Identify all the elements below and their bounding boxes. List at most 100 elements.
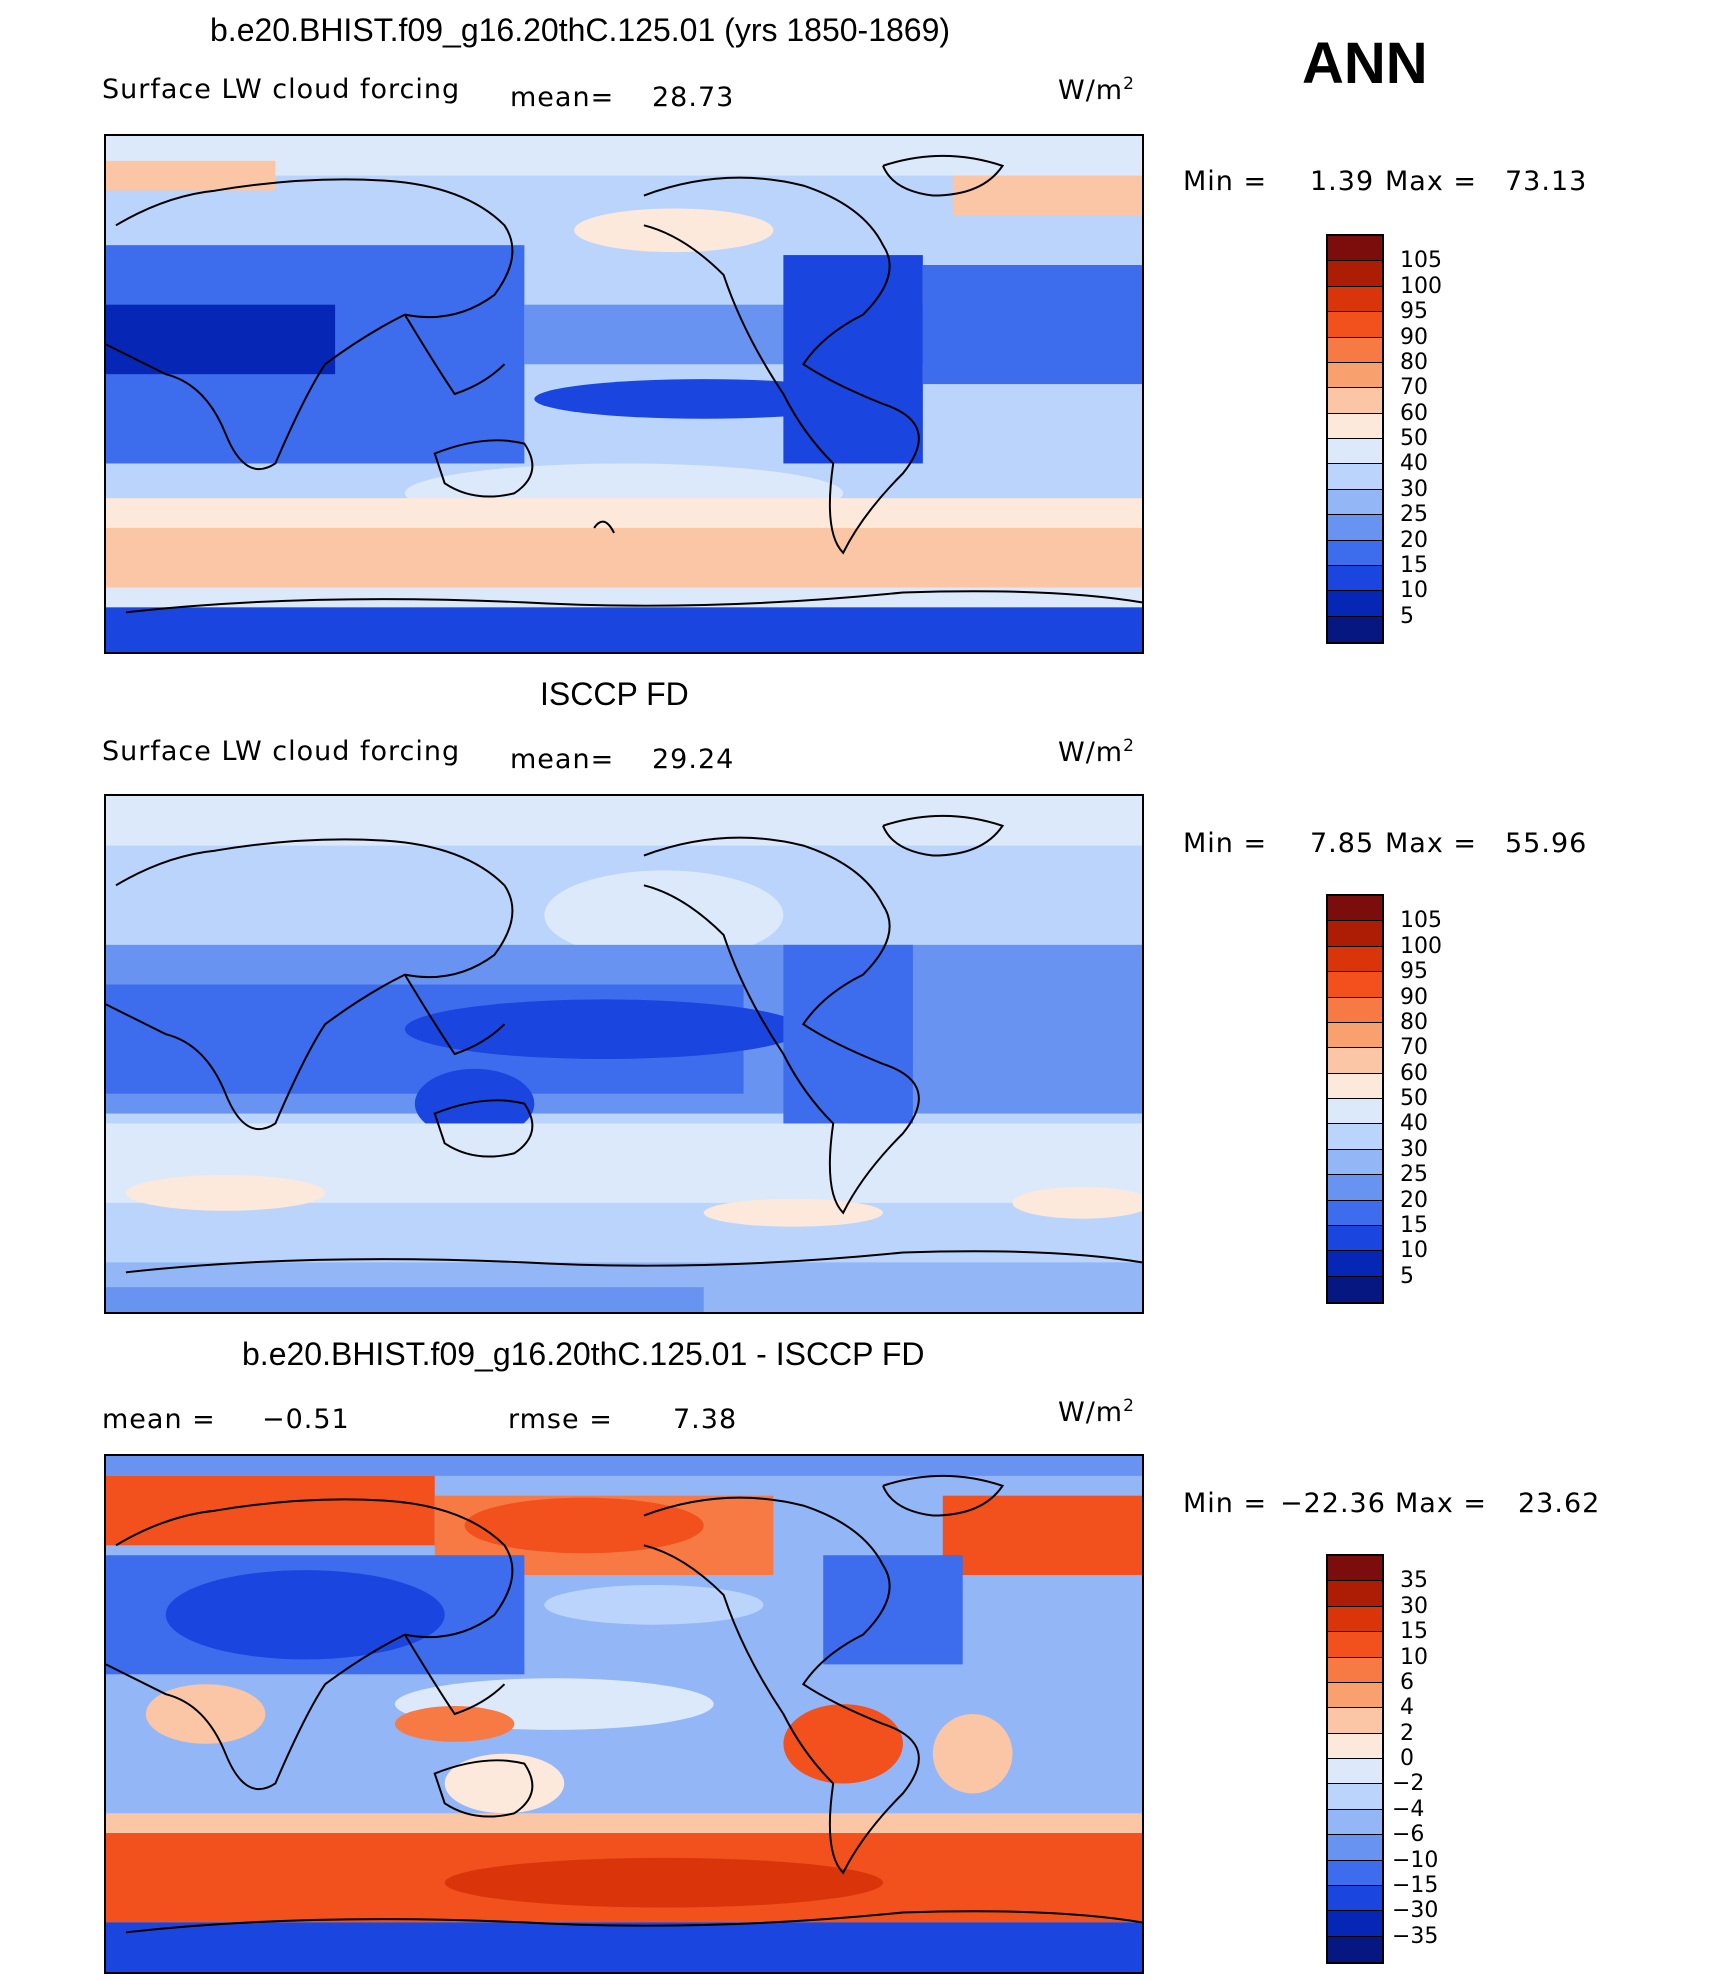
colorbar-level-label: 4 bbox=[1400, 1695, 1414, 1721]
colorbar-level-label: 70 bbox=[1400, 375, 1428, 401]
colorbar-level-label: 6 bbox=[1400, 1669, 1414, 1695]
colorbar-swatch bbox=[1328, 1581, 1382, 1607]
colorbar-swatch bbox=[1328, 1149, 1382, 1176]
colorbar-level-label: −10 bbox=[1392, 1847, 1439, 1873]
panel1-units: W/m2 bbox=[1058, 74, 1135, 106]
colorbar-level-label: 20 bbox=[1400, 1187, 1428, 1213]
colorbar-swatch bbox=[1328, 896, 1382, 922]
colorbar-swatch bbox=[1328, 1885, 1382, 1912]
colorbar-swatch bbox=[1328, 1657, 1382, 1683]
panel3-map bbox=[104, 1454, 1144, 1974]
colorbar-swatch bbox=[1328, 591, 1382, 617]
panel3-max-label: Max = bbox=[1395, 1488, 1488, 1519]
panel2-mean-label: mean= bbox=[510, 744, 615, 775]
panel1-map bbox=[104, 134, 1144, 654]
panel1-min-label: Min = bbox=[1183, 166, 1268, 197]
colorbar-swatch bbox=[1328, 565, 1382, 592]
colorbar-swatch bbox=[1328, 1099, 1382, 1125]
colorbar-level-label: 5 bbox=[1400, 1263, 1414, 1289]
colorbar-level-label: 10 bbox=[1400, 1644, 1428, 1670]
panel1-colorbar bbox=[1326, 234, 1384, 644]
colorbar-level-label: 30 bbox=[1400, 1593, 1428, 1619]
colorbar-level-label: 40 bbox=[1400, 1111, 1428, 1137]
colorbar-swatch bbox=[1328, 1835, 1382, 1861]
units-sup: 2 bbox=[1123, 1396, 1135, 1416]
colorbar-level-label: −35 bbox=[1392, 1923, 1439, 1949]
colorbar-swatch bbox=[1328, 1911, 1382, 1937]
panel3-map-svg bbox=[106, 1456, 1142, 1972]
colorbar-level-label: 60 bbox=[1400, 1060, 1428, 1086]
colorbar-level-label: 100 bbox=[1400, 273, 1442, 299]
colorbar-swatch bbox=[1328, 236, 1382, 262]
colorbar-swatch bbox=[1328, 1225, 1382, 1252]
colorbar-level-label: 80 bbox=[1400, 1009, 1428, 1035]
colorbar-swatch bbox=[1328, 515, 1382, 541]
colorbar-swatch bbox=[1328, 1073, 1382, 1099]
colorbar-swatch bbox=[1328, 1048, 1382, 1074]
colorbar-level-label: 10 bbox=[1400, 1238, 1428, 1264]
colorbar-swatch bbox=[1328, 1556, 1382, 1582]
colorbar-level-label: 35 bbox=[1400, 1568, 1428, 1594]
panel2-min-value: 7.85 bbox=[1310, 828, 1375, 859]
colorbar-swatch bbox=[1328, 362, 1382, 389]
colorbar-level-label: 105 bbox=[1400, 248, 1442, 274]
colorbar-swatch bbox=[1328, 972, 1382, 998]
colorbar-level-label: 90 bbox=[1400, 324, 1428, 350]
colorbar-swatch bbox=[1328, 540, 1382, 566]
colorbar-level-label: 90 bbox=[1400, 984, 1428, 1010]
colorbar-level-label: 2 bbox=[1400, 1720, 1414, 1746]
colorbar-swatch bbox=[1328, 489, 1382, 516]
colorbar-level-label: 95 bbox=[1400, 959, 1428, 985]
units-text: W/m bbox=[1058, 737, 1124, 768]
panel2-mean-value: 29.24 bbox=[652, 744, 735, 775]
colorbar-level-label: 25 bbox=[1400, 1162, 1428, 1188]
panel3-units: W/m2 bbox=[1058, 1396, 1135, 1428]
colorbar-level-label: 100 bbox=[1400, 933, 1442, 959]
panel2-colorbar bbox=[1326, 894, 1384, 1304]
panel3-max-value: 23.62 bbox=[1518, 1488, 1601, 1519]
panel2-units: W/m2 bbox=[1058, 736, 1135, 768]
colorbar-swatch bbox=[1328, 312, 1382, 338]
colorbar-swatch bbox=[1328, 1860, 1382, 1886]
colorbar-swatch bbox=[1328, 1708, 1382, 1734]
colorbar-level-label: −15 bbox=[1392, 1872, 1439, 1898]
colorbar-swatch bbox=[1328, 1682, 1382, 1709]
colorbar-level-label: −30 bbox=[1392, 1898, 1439, 1924]
colorbar-level-label: 95 bbox=[1400, 299, 1428, 325]
panel3-rmse-label: rmse = bbox=[508, 1404, 613, 1435]
colorbar-swatch bbox=[1328, 997, 1382, 1023]
colorbar-level-label: 15 bbox=[1400, 1619, 1428, 1645]
panel1-map-svg bbox=[106, 136, 1142, 652]
season-label: ANN bbox=[1302, 31, 1428, 96]
panel2-max-value: 55.96 bbox=[1505, 828, 1588, 859]
units-text: W/m bbox=[1058, 75, 1124, 106]
panel3-rmse-value: 7.38 bbox=[673, 1404, 738, 1435]
colorbar-level-label: −6 bbox=[1392, 1822, 1425, 1848]
colorbar-swatch bbox=[1328, 1251, 1382, 1277]
panel1-mean-label: mean= bbox=[510, 82, 615, 113]
colorbar-level-label: 5 bbox=[1400, 603, 1414, 629]
panel1-max-value: 73.13 bbox=[1505, 166, 1588, 197]
colorbar-swatch bbox=[1328, 1606, 1382, 1633]
units-text: W/m bbox=[1058, 1397, 1124, 1428]
panel3-mean-value: −0.51 bbox=[262, 1404, 350, 1435]
panel2-variable: Surface LW cloud forcing bbox=[102, 736, 461, 767]
colorbar-swatch bbox=[1328, 464, 1382, 490]
colorbar-swatch bbox=[1328, 1124, 1382, 1150]
colorbar-swatch bbox=[1328, 1784, 1382, 1810]
panel2-min-label: Min = bbox=[1183, 828, 1268, 859]
panel3-min-label: Min = bbox=[1183, 1488, 1268, 1519]
colorbar-level-label: 60 bbox=[1400, 400, 1428, 426]
colorbar-level-label: −2 bbox=[1392, 1771, 1425, 1797]
colorbar-swatch bbox=[1328, 1759, 1382, 1785]
panel2-map-svg bbox=[106, 796, 1142, 1312]
colorbar-swatch bbox=[1328, 388, 1382, 414]
panel2-map bbox=[104, 794, 1144, 1314]
colorbar-level-label: 10 bbox=[1400, 578, 1428, 604]
colorbar-level-label: 50 bbox=[1400, 426, 1428, 451]
colorbar-swatch bbox=[1328, 1276, 1382, 1302]
colorbar-level-label: 15 bbox=[1400, 1212, 1428, 1238]
panel1-title: b.e20.BHIST.f09_g16.20thC.125.01 (yrs 18… bbox=[210, 12, 951, 48]
colorbar-swatch bbox=[1328, 1200, 1382, 1226]
colorbar-level-label: 70 bbox=[1400, 1035, 1428, 1061]
